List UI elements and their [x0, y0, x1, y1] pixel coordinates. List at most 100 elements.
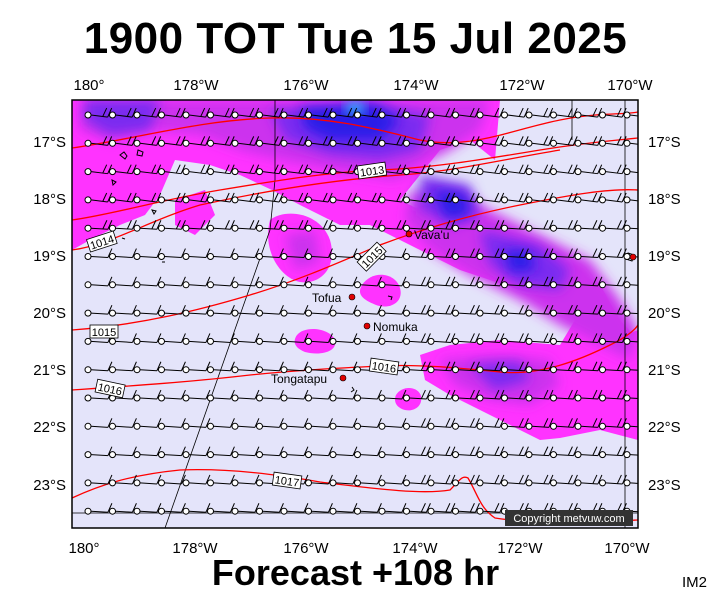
svg-text:1017: 1017: [274, 474, 300, 489]
wind-barb: [109, 192, 137, 204]
wind-barb: [84, 361, 113, 374]
forecast-label: Forecast +108 hr: [211, 552, 500, 593]
wind-barb: [378, 220, 407, 232]
wind-barb: [378, 333, 407, 345]
wind-barb: [452, 446, 480, 459]
wind-barb: [452, 136, 480, 147]
wind-barb: [158, 192, 186, 204]
wind-barb: [574, 361, 603, 374]
wind-barb: [158, 276, 186, 289]
wind-barb: [329, 503, 358, 515]
wind-barb: [525, 136, 554, 147]
wind-barb: [231, 248, 260, 260]
wind-barb: [599, 389, 627, 402]
wind-barb: [133, 248, 162, 260]
wind-barb: [452, 164, 480, 176]
wind-barb: [256, 192, 284, 204]
wind-barb: [427, 304, 456, 317]
wind-barb: [305, 164, 333, 176]
lon-tick: 176°W: [283, 540, 329, 557]
wind-barb: [550, 136, 578, 147]
lat-tick: 23°S: [648, 477, 681, 494]
wind-barb: [427, 248, 456, 260]
wind-barb: [452, 503, 480, 515]
wind-barb: [452, 304, 480, 317]
wind-barb: [623, 422, 638, 430]
wind-barb: [574, 304, 603, 317]
lat-tick: 20°S: [648, 305, 681, 322]
wind-barb: [231, 276, 260, 289]
wind-barb: [329, 418, 358, 430]
wind-barb: [84, 164, 113, 176]
wind-barb: [158, 474, 186, 487]
wind-barb: [182, 389, 211, 402]
place-nomuka: Nomuka: [363, 320, 418, 334]
wind-barb: [280, 192, 309, 204]
wind-barb: [133, 418, 162, 430]
wind-barb: [403, 418, 431, 430]
wind-barb: [207, 107, 235, 119]
wind-barb: [256, 107, 284, 119]
wind-barb: [354, 389, 382, 402]
wind-barb: [329, 136, 358, 147]
wind-barb: [599, 192, 627, 204]
svg-text:1015: 1015: [92, 327, 116, 339]
wind-barb: [182, 304, 211, 317]
wind-barb: [427, 220, 456, 232]
wind-barb: [354, 304, 382, 317]
wind-barb: [133, 389, 162, 402]
wind-barb: [207, 164, 235, 176]
wind-barb: [280, 503, 309, 515]
wind-barb: [427, 333, 456, 345]
wind-barb: [550, 220, 578, 232]
wind-barb: [403, 276, 431, 289]
wind-barb: [501, 333, 529, 345]
wind-barb: [182, 446, 211, 459]
wind-barb: [158, 248, 186, 260]
wind-barb: [378, 136, 407, 147]
wind-barb: [207, 248, 235, 260]
wind-barb: [207, 333, 235, 345]
lat-tick: 19°S: [648, 248, 681, 265]
wind-barb: [599, 136, 627, 147]
wind-barb: [256, 361, 284, 374]
wind-barb: [84, 474, 113, 487]
wind-barb: [599, 276, 627, 289]
wind-barb: [84, 136, 113, 147]
wind-barb: [231, 503, 260, 515]
lon-tick: 170°W: [607, 77, 653, 94]
wind-barb: [378, 474, 407, 487]
wind-barb: [427, 136, 456, 147]
wind-barb: [623, 139, 638, 147]
wind-barb: [403, 333, 431, 345]
wind-barb: [599, 304, 627, 317]
lat-tick: 18°S: [648, 191, 681, 208]
wind-barb: [403, 389, 431, 402]
wind-barb: [525, 192, 554, 204]
wind-barb: [403, 361, 431, 374]
wind-barb: [452, 333, 480, 345]
lon-tick: 174°W: [392, 540, 438, 557]
wind-barb: [427, 164, 456, 176]
wind-barb: [280, 136, 309, 147]
wind-barb: [403, 136, 431, 147]
wind-barb: [182, 276, 211, 289]
wind-barb: [476, 276, 505, 289]
wind-barb: [550, 276, 578, 289]
svg-text:Copyright metvuw.com: Copyright metvuw.com: [513, 513, 624, 525]
wind-barb: [84, 220, 113, 232]
wind-barb: [182, 107, 211, 119]
wind-barb: [231, 389, 260, 402]
place-tofua: Tofua: [312, 291, 356, 305]
wind-barb: [452, 220, 480, 232]
wind-barb: [623, 479, 638, 487]
lat-tick: 18°S: [33, 191, 66, 208]
wind-barb: [256, 418, 284, 430]
wind-barb: [280, 276, 309, 289]
isobar-labels: 1013 1014 1015 1015 1016 1016 1017: [86, 161, 400, 490]
wind-barb: [158, 446, 186, 459]
wind-barb: [207, 361, 235, 374]
wind-barb: [354, 333, 382, 345]
wind-barb: [427, 361, 456, 374]
wind-barb: [550, 446, 578, 459]
